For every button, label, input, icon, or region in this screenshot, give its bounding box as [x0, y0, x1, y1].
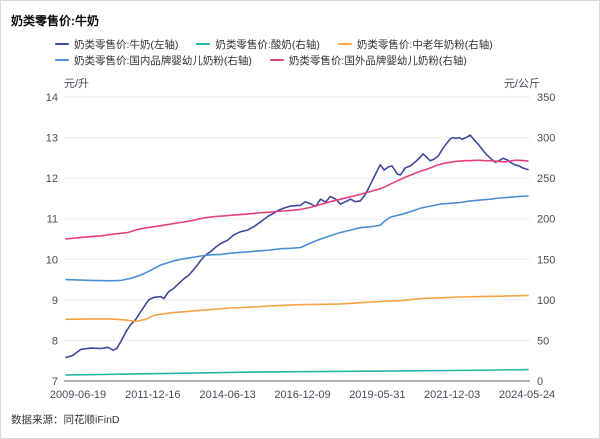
y-axis-label-right: 300 [537, 133, 555, 145]
x-axis-label: 2021-12-03 [424, 389, 480, 401]
legend: 奶类零售价:牛奶(左轴) 奶类零售价:酸奶(右轴) 奶类零售价:中老年奶粉(右轴) 奶… [55, 36, 575, 68]
y-axis-label-right: 350 [537, 92, 555, 104]
series-line-1 [65, 368, 529, 376]
legend-color-dash-icon [337, 42, 352, 46]
y-axis-label-right: 150 [537, 254, 555, 266]
legend-item[interactable]: 奶类零售价:国外品牌婴幼儿奶粉(右轴) [269, 53, 467, 68]
legend-color-dash-icon [196, 42, 211, 46]
legend-row: 奶类零售价:国内品牌婴幼儿奶粉(右轴) 奶类零售价:国外品牌婴幼儿奶粉(右轴) [55, 52, 575, 68]
y-axis-label-right: 250 [537, 173, 555, 185]
legend-color-dash-icon [55, 58, 69, 62]
data-source: 数据来源：同花顺iFinD [11, 414, 120, 426]
y-axis-label-left: 11 [47, 214, 58, 226]
x-axis-label: 2016-12-09 [274, 389, 330, 401]
legend-item[interactable]: 奶类零售价:中老年奶粉(右轴) [337, 37, 493, 52]
y-axis-label-left: 9 [52, 295, 58, 307]
chart-title: 奶类零售价:牛奶 [11, 14, 99, 28]
legend-item-label: 奶类零售价:牛奶(左轴) [74, 38, 179, 51]
x-axis-label: 2009-06-19 [50, 389, 106, 401]
y-axis-label-left: 7 [52, 376, 58, 388]
legend-color-dash-icon [55, 42, 69, 46]
y-axis-label-right: 200 [537, 214, 555, 226]
legend-item-label: 奶类零售价:中老年奶粉(右轴) [356, 38, 493, 51]
y-axis-label-right: 100 [537, 295, 555, 307]
legend-item-label: 奶类零售价:国内品牌婴幼儿奶粉(右轴) [74, 54, 252, 67]
right-axis-unit: 元/公斤 [503, 78, 540, 90]
y-axis-label-left: 10 [46, 254, 58, 266]
legend-item[interactable]: 奶类零售价:国内品牌婴幼儿奶粉(右轴) [55, 53, 252, 68]
x-axis-label: 2014-06-13 [200, 389, 256, 401]
y-axis-label-left: 13 [46, 133, 58, 145]
series-line-0 [65, 134, 529, 359]
x-axis-label: 2011-12-16 [125, 389, 180, 401]
y-axis-label-left: 14 [46, 92, 58, 104]
y-axis-label-left: 12 [46, 173, 58, 185]
series-line-2 [65, 294, 529, 323]
legend-item[interactable]: 奶类零售价:酸奶(右轴) [196, 37, 320, 52]
legend-color-dash-icon [269, 58, 284, 62]
series-line-4 [65, 159, 529, 240]
legend-row: 奶类零售价:牛奶(左轴) 奶类零售价:酸奶(右轴) 奶类零售价:中老年奶粉(右轴) [55, 36, 575, 52]
legend-item-label: 奶类零售价:酸奶(右轴) [215, 38, 320, 51]
legend-item-label: 奶类零售价:国外品牌婴幼儿奶粉(右轴) [288, 54, 467, 67]
y-axis-label-left: 8 [52, 335, 58, 347]
x-axis-label: 2019-05-31 [349, 389, 405, 401]
left-axis-unit: 元/升 [64, 78, 90, 90]
x-axis-label: 2024-05-24 [499, 389, 555, 401]
y-axis-label-right: 50 [537, 335, 549, 347]
series-line-3 [65, 195, 529, 282]
y-axis-label-right: 0 [537, 376, 543, 388]
legend-item[interactable]: 奶类零售价:牛奶(左轴) [55, 37, 178, 52]
